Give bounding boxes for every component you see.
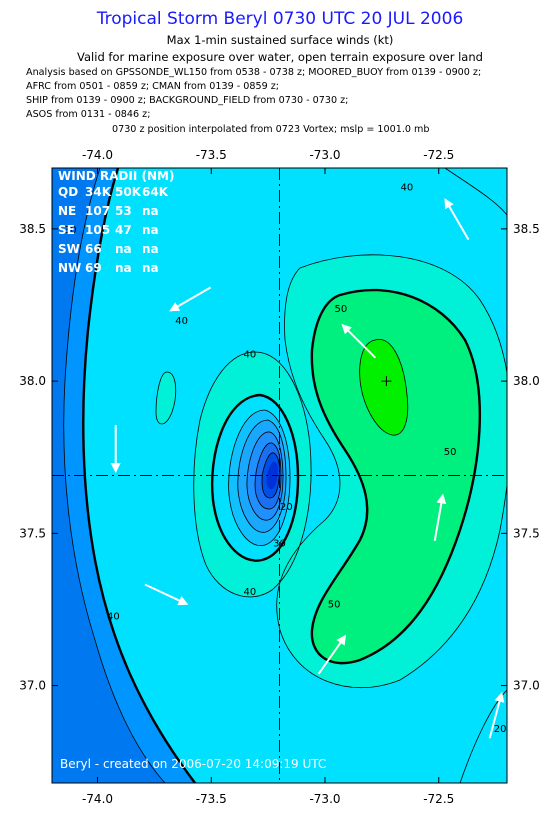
wind-radii-cell: SE xyxy=(58,223,75,237)
x-tick-label-top: -73.0 xyxy=(309,148,340,162)
x-tick-label-top: -73.5 xyxy=(196,148,227,162)
contour-label: 20 xyxy=(280,502,293,513)
x-tick-label-bottom: -74.0 xyxy=(82,792,113,806)
axes: -74.0 -74.0 -73.5 -73.5 -73.0 -73.0 -72.5 -72.5… xyxy=(19,148,539,806)
storm-center-crosshair xyxy=(52,168,507,783)
wind-vectors xyxy=(110,198,505,739)
outer-low-wind-core xyxy=(52,168,165,783)
contour-5kt xyxy=(261,452,280,499)
wind-radii-col-header: 34K xyxy=(85,185,112,199)
chart-footer: Beryl - created on 2006-07-20 14:09:19 U… xyxy=(60,757,326,771)
contour-label: 50 xyxy=(444,447,457,458)
wind-radii-cell: na xyxy=(142,223,159,237)
y-tick-label-right: 38.5 xyxy=(513,222,540,236)
wind-radii-cell: 69 xyxy=(85,261,102,275)
contour-50kt xyxy=(310,288,481,665)
wind-radii-cell: na xyxy=(142,242,159,256)
contour-label: 40 xyxy=(107,612,120,623)
wind-vector-arrow xyxy=(317,634,347,675)
position-note: 0730 z position interpolated from 0723 V… xyxy=(112,124,430,135)
x-tick-label-bottom: -73.0 xyxy=(309,792,340,806)
wind-radii-cell: na xyxy=(142,204,159,218)
contour-40kt-inner xyxy=(193,351,312,598)
plot-frame xyxy=(51,167,508,784)
contour-lines xyxy=(63,168,507,783)
contour-label: 20 xyxy=(494,724,507,735)
contour-25kt-outer xyxy=(63,168,166,783)
contour-10kt xyxy=(254,442,282,510)
analysis-line: Analysis based on GPSSONDE_WL150 from 05… xyxy=(26,67,482,78)
contour-30kt-inner xyxy=(211,393,300,562)
y-tick-label-right: 38.0 xyxy=(513,374,540,388)
analysis-line: AFRC from 0501 - 0859 z; CMAN from 0139 … xyxy=(26,81,280,92)
wind-radii-cell: 66 xyxy=(85,242,102,256)
contour-label: 50 xyxy=(335,304,348,315)
wind-radii-header: QD 34K 50K 64K xyxy=(58,185,169,199)
contour-40kt-ne-corner xyxy=(444,168,507,216)
contour-label: 40 xyxy=(401,182,414,193)
wind-radii-title: WIND RADII (NM) xyxy=(58,169,174,183)
y-tick-label-left: 38.5 xyxy=(19,222,46,236)
chart-subtitle-exposure: Valid for marine exposure over water, op… xyxy=(77,50,483,64)
y-tick-label-left: 38.0 xyxy=(19,374,46,388)
analysis-line: SHIP from 0139 - 0900 z; BACKGROUND_FIEL… xyxy=(26,95,349,106)
chart-title: Tropical Storm Beryl 0730 UTC 20 JUL 200… xyxy=(96,9,464,29)
band-max-wind xyxy=(359,339,408,436)
wind-radii-col-header: 50K xyxy=(115,185,142,199)
x-tick-label-top: -72.5 xyxy=(423,148,454,162)
wind-vector-arrow xyxy=(341,323,377,359)
contour-15kt xyxy=(246,431,284,521)
chart-subtitle: Max 1-min sustained surface winds (kt) xyxy=(166,33,394,47)
analysis-line: ASOS from 0131 - 0846 z; xyxy=(26,109,151,120)
wind-radii-cell: SW xyxy=(58,242,80,256)
y-tick-label-right: 37.5 xyxy=(513,526,540,540)
band-50kt xyxy=(311,290,480,664)
contour-55kt xyxy=(359,339,409,436)
max-wind-marker xyxy=(381,376,392,387)
wind-vector-arrow xyxy=(444,198,470,241)
contour-label: 40 xyxy=(175,316,188,327)
x-tick-label-bottom: -72.5 xyxy=(423,792,454,806)
wind-radii-col-header: 64K xyxy=(142,185,169,199)
wind-vector-arrow xyxy=(169,286,212,312)
band-40kt-west-patch xyxy=(156,372,176,424)
wind-radii-cell: 107 xyxy=(85,204,110,218)
wind-radii-cell: NW xyxy=(58,261,81,275)
wind-radii-cell: na xyxy=(115,242,132,256)
contour-20kt xyxy=(237,419,287,533)
x-tick-label-bottom: -73.5 xyxy=(196,792,227,806)
x-tick-label-top: -74.0 xyxy=(82,148,113,162)
contour-label: 30 xyxy=(64,225,77,236)
wind-radii-cell: 47 xyxy=(115,223,132,237)
wind-vector-arrow xyxy=(488,691,505,739)
y-tick-label-left: 37.0 xyxy=(19,679,46,693)
contour-25kt xyxy=(228,409,291,546)
wind-radii-table: WIND RADII (NM) QD 34K 50K 64K NE 107 53 na SE 1… xyxy=(58,169,174,275)
contour-40kt-east xyxy=(276,254,507,688)
contour-labels: 40 30 40 50 40 50 20 30 40 50 40 20 xyxy=(64,182,507,735)
wind-radii-cell: NE xyxy=(58,204,76,218)
contour-label: 40 xyxy=(244,587,257,598)
contour-40kt-west xyxy=(155,371,177,425)
wind-radii-cell: 53 xyxy=(115,204,132,218)
y-tick-label-left: 37.5 xyxy=(19,526,46,540)
wind-radii-cell: na xyxy=(115,261,132,275)
wind-vector-arrow xyxy=(144,583,189,606)
contour-label: 50 xyxy=(328,599,341,610)
contour-label: 30 xyxy=(273,538,286,549)
contour-label: 40 xyxy=(244,350,257,361)
wind-radii-col-header: QD xyxy=(58,185,78,199)
wind-vector-arrow xyxy=(433,493,447,541)
y-tick-label-right: 37.0 xyxy=(513,679,540,693)
contour-30kt-outer xyxy=(82,168,196,783)
wind-radii-cell: 105 xyxy=(85,223,110,237)
wind-radii-cell: na xyxy=(142,261,159,275)
